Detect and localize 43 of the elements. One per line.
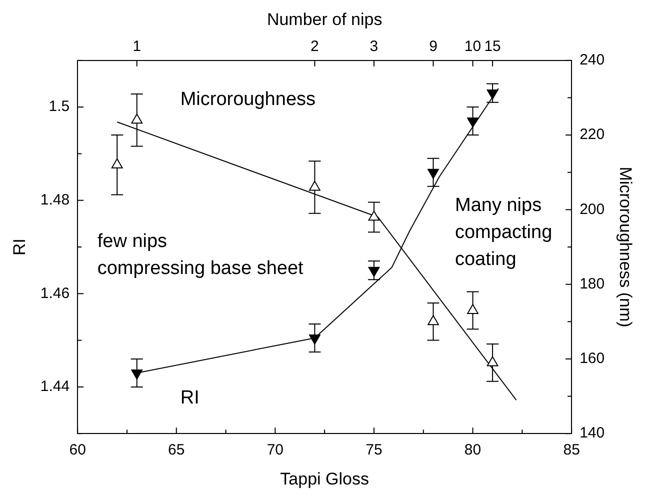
x-tick-label: 75 [366,442,382,459]
x-tick-label: 65 [168,442,185,459]
y2-tick-label: 180 [580,275,605,292]
point [467,304,478,314]
point [428,168,439,179]
y2-tick-label: 240 [580,52,605,69]
x-tick-label: 85 [563,442,580,459]
y2-tick-label: 160 [580,350,605,368]
y-tick-label: 1.46 [40,284,70,302]
x-tick-label: 60 [69,442,86,459]
annotation: Many nips compacting coating [454,195,552,270]
y2-tick-label: 200 [580,200,605,218]
point [486,356,498,366]
annotation: 2 [310,38,319,56]
point [309,334,320,344]
annotation: RI [180,387,200,408]
x-tick-label: 70 [266,442,284,459]
annotation: few nips compressing base sheet [97,231,304,280]
x-tick-label: 80 [464,442,482,459]
y2-tick-label: 220 [580,126,605,144]
annotation: 1 [132,38,142,56]
annotation: 3 [370,38,378,56]
annotation: 10 [464,38,482,56]
point [467,118,478,128]
point [368,210,380,221]
point [486,90,498,100]
y-tick-label: 1.48 [40,191,70,208]
point [131,369,143,380]
y2-tick-label: 140 [580,424,605,442]
point [309,180,320,191]
y-tick-label: 1.44 [40,378,70,396]
point [428,315,439,326]
y2-axis-title: Microroughness (nm) [616,166,636,328]
point [111,158,123,168]
annotation: 15 [484,38,501,56]
annotation: Microroughness [180,89,316,110]
x-axis-title: Tappi Gloss [280,469,369,488]
y-tick-label: 1.5 [48,98,70,116]
point [368,266,380,277]
annotation: 9 [429,38,438,56]
y-axis-title: RI [10,238,29,256]
point [131,114,143,124]
x2-axis-title: Number of nips [266,10,382,29]
